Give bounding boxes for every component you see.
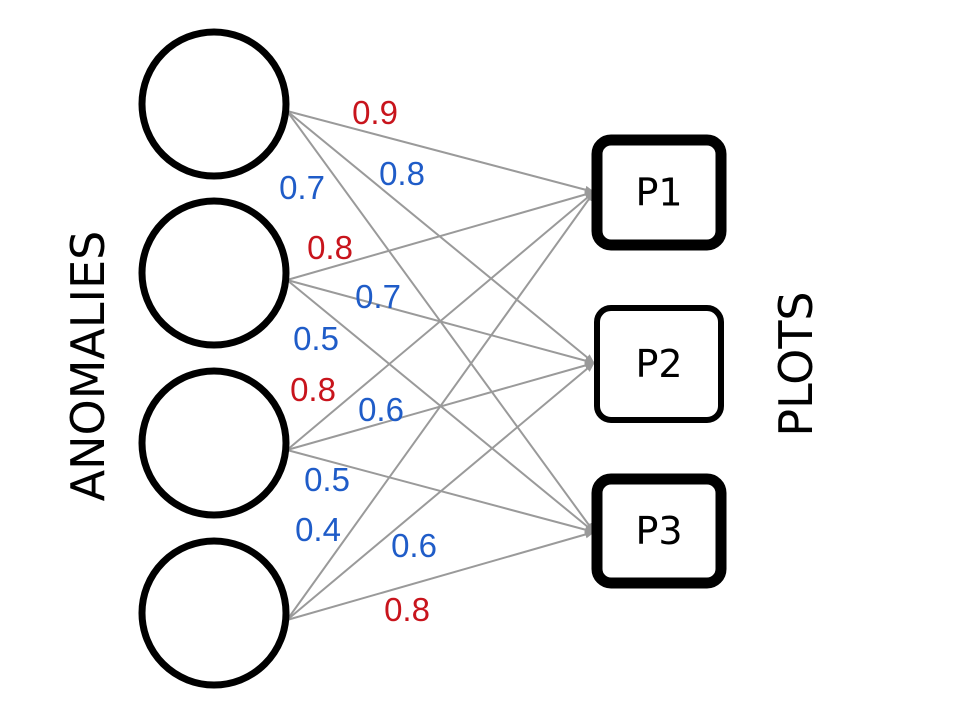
edge-a4-p1 (286, 191, 595, 621)
anomaly-node-1 (138, 28, 290, 180)
edge-weights-group: 0.90.80.70.80.70.50.80.60.50.4 0.60.8 (279, 94, 437, 628)
anomaly-node-4 (138, 537, 290, 689)
plot-box-p2 (594, 305, 724, 423)
anomalies-axis-label: ANOMALIES (61, 231, 115, 502)
edge-a4-p3 (286, 530, 595, 621)
anomaly-node-3 (138, 367, 290, 519)
plots-axis-label: PLOTS (769, 291, 823, 436)
edge-weight-label: 0.8 (379, 155, 425, 192)
edge-weight-label: 0.7 (279, 169, 325, 206)
plot-label-p1: P1 (635, 171, 682, 215)
anomaly-node-2 (138, 197, 290, 349)
edge-weight-label: 0.5 (304, 461, 350, 498)
anomaly-nodes-group (138, 28, 290, 689)
edge-weight-label: 0.8 (290, 371, 336, 408)
edge-weight-label: 0.6 (358, 391, 404, 428)
plot-label-p3: P3 (635, 509, 682, 553)
edge-a4-p2 (286, 362, 595, 621)
edge-weight-label: 0.8 (384, 591, 430, 628)
edge-weight-label: 0.4 (295, 511, 341, 548)
plot-nodes-group: P1 P2 P3 (591, 134, 727, 589)
edge-a2-p1 (286, 190, 595, 281)
edge-a1-p1 (286, 110, 595, 194)
edge-weight-label: 0.7 (355, 278, 401, 315)
plot-box-p3 (591, 473, 727, 589)
plot-label-p2: P2 (635, 342, 682, 386)
edge-weight-label: 0.8 (307, 229, 353, 266)
plot-box-p1 (591, 134, 727, 251)
edge-a3-p1 (286, 191, 595, 451)
edge-weight-label: 0.9 (352, 94, 398, 131)
edge-weight-label: 0.5 (293, 320, 339, 357)
edge-weight-label: 0.6 (391, 527, 437, 564)
edges-group (286, 110, 595, 621)
